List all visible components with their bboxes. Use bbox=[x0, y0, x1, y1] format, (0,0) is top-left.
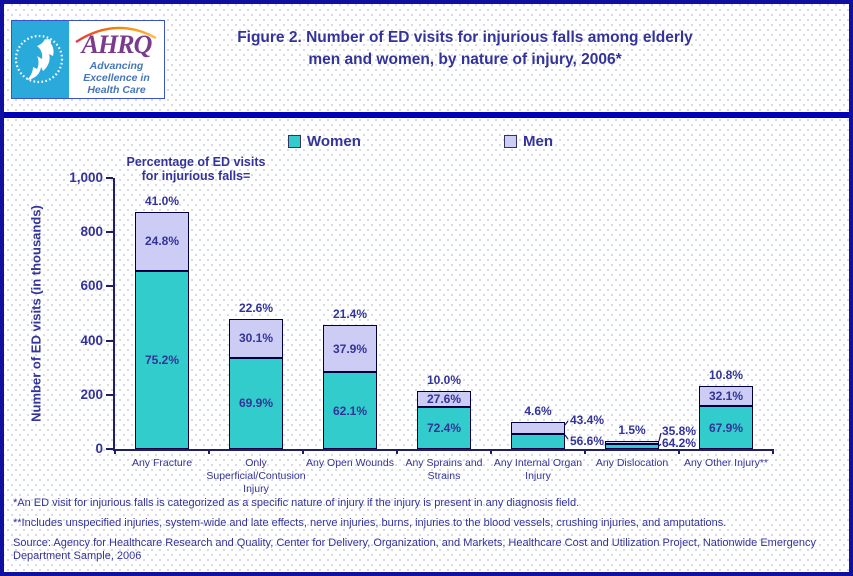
y-tick-label: 600 bbox=[80, 278, 103, 294]
total-pct-label-5: 1.5% bbox=[618, 422, 646, 437]
x-category-label-3: Any Sprains and Strains bbox=[405, 457, 483, 482]
bar-men-1 bbox=[229, 318, 283, 358]
women-pct-label-1: 69.9% bbox=[238, 396, 274, 411]
legend-swatch-men bbox=[504, 135, 517, 148]
y-tick-label: 800 bbox=[80, 224, 103, 240]
tagline-line-3: Health Care bbox=[87, 84, 146, 96]
men-pct-label-6: 32.1% bbox=[708, 389, 744, 404]
x-category-label-5: Any Dislocation bbox=[595, 457, 669, 469]
total-pct-label-6: 10.8% bbox=[708, 367, 744, 382]
bar-men-3 bbox=[417, 391, 471, 408]
x-tick-mark bbox=[678, 449, 680, 454]
ahrq-hhs-logo: AHRQ Advancing Excellence in Health Care bbox=[11, 20, 165, 99]
y-tick-mark bbox=[106, 448, 113, 450]
y-tick-label: 200 bbox=[80, 386, 103, 402]
legend-label-women: Women bbox=[307, 133, 361, 150]
bar-men-0 bbox=[135, 211, 189, 271]
women-pct-label-5: 64.2% bbox=[662, 436, 697, 450]
tagline-line-2: Excellence in bbox=[83, 72, 150, 84]
x-category-label-1: Only Superficial/Contusion Injury bbox=[206, 457, 306, 495]
women-pct-label-6: 67.9% bbox=[708, 420, 744, 435]
x-category-label-4: Any Internal Organ Injury bbox=[493, 457, 583, 482]
total-pct-label-2: 21.4% bbox=[332, 307, 368, 322]
legend-label-men: Men bbox=[523, 133, 553, 150]
bar-women-2 bbox=[323, 372, 377, 449]
x-tick-mark bbox=[772, 449, 774, 454]
rainbow-arc-icon bbox=[75, 26, 157, 44]
men-pct-label-3: 27.6% bbox=[426, 392, 462, 407]
bar-women-6 bbox=[699, 406, 753, 449]
men-pct-label-1: 30.1% bbox=[238, 331, 274, 346]
bar-men-4 bbox=[511, 422, 565, 435]
x-tick-mark bbox=[584, 449, 586, 454]
ahrq-wordmark: AHRQ bbox=[81, 30, 153, 59]
legend-swatch-women bbox=[288, 135, 301, 148]
women-pct-label-4: 56.6% bbox=[570, 434, 605, 448]
x-tick-mark bbox=[490, 449, 492, 454]
bar-women-1 bbox=[229, 357, 283, 449]
header-divider bbox=[0, 112, 853, 118]
footnote-1: *An ED visit for injurious falls is cate… bbox=[13, 497, 580, 509]
total-pct-label-0: 41.0% bbox=[144, 193, 180, 208]
men-pct-label-4: 43.4% bbox=[570, 413, 605, 427]
women-pct-label-3: 72.4% bbox=[426, 421, 462, 436]
men-pct-label-5: 35.8% bbox=[662, 424, 697, 438]
y-tick-mark bbox=[106, 339, 113, 342]
figure-title-line-1: Figure 2. Number of ED visits for injuri… bbox=[237, 29, 693, 46]
legend-item-men: Men bbox=[504, 133, 553, 150]
bar-men-5 bbox=[605, 440, 659, 444]
y-tick-mark bbox=[106, 177, 113, 179]
pct-annotation-line-2: for injurious falls= bbox=[141, 169, 251, 183]
x-tick-mark bbox=[114, 449, 116, 454]
bar-women-0 bbox=[135, 270, 189, 449]
women-pct-label-0: 75.2% bbox=[144, 352, 180, 367]
y-axis-title: Number of ED visits (in thousands) bbox=[28, 205, 44, 422]
y-tick-label: 1,000 bbox=[69, 170, 103, 185]
hhs-eagle-icon bbox=[14, 34, 64, 84]
pct-annotation: Percentage of ED visits for injurious fa… bbox=[96, 155, 296, 183]
y-tick-label: 0 bbox=[95, 441, 103, 456]
men-pct-label-0: 24.8% bbox=[144, 234, 180, 249]
ahrq-logo-block: AHRQ Advancing Excellence in Health Care bbox=[69, 21, 164, 98]
x-category-label-0: Any Fracture bbox=[131, 457, 193, 469]
bar-women-3 bbox=[417, 407, 471, 449]
total-pct-label-3: 10.0% bbox=[426, 373, 462, 388]
x-tick-mark bbox=[302, 449, 304, 454]
ahrq-tagline: Advancing Excellence in Health Care bbox=[83, 60, 150, 96]
bar-women-5 bbox=[605, 443, 659, 449]
total-pct-label-1: 22.6% bbox=[238, 300, 274, 315]
x-category-label-2: Any Open Wounds bbox=[306, 457, 394, 469]
footnote-2: **Includes unspecified injuries, system-… bbox=[13, 517, 727, 529]
bar-men-2 bbox=[323, 325, 377, 373]
y-tick-mark bbox=[106, 393, 113, 396]
plot-area: 0 200 400 600 800 1,000 41.0% 24.8% 75.2% Any Fra… bbox=[69, 170, 774, 495]
figure-title-line-2: men and women, by nature of injury, 2006… bbox=[308, 51, 622, 68]
x-category-label-6: Any Other Injury** bbox=[683, 457, 769, 469]
women-pct-label-2: 62.1% bbox=[332, 403, 368, 418]
total-pct-label-4: 4.6% bbox=[524, 404, 552, 419]
x-tick-mark bbox=[208, 449, 210, 454]
x-tick-mark bbox=[396, 449, 398, 454]
legend-item-women: Women bbox=[288, 133, 361, 150]
y-tick-label: 400 bbox=[80, 332, 103, 348]
source-note: Source: Agency for Healthcare Research a… bbox=[13, 537, 816, 562]
bar-men-6 bbox=[699, 385, 753, 407]
figure-title: Figure 2. Number of ED visits for injuri… bbox=[165, 27, 765, 71]
pct-annotation-line-1: Percentage of ED visits bbox=[126, 155, 266, 169]
tagline-line-1: Advancing bbox=[89, 60, 144, 72]
y-tick-mark bbox=[106, 231, 113, 234]
y-tick-mark bbox=[106, 285, 113, 288]
bar-women-4 bbox=[511, 434, 565, 449]
hhs-logo-block bbox=[12, 21, 69, 98]
men-pct-label-2: 37.9% bbox=[332, 341, 368, 356]
